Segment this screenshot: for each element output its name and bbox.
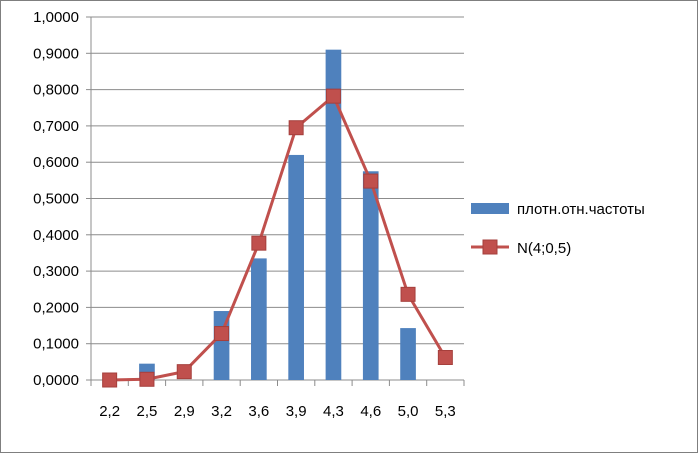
x-tick-label: 3,2 [211, 403, 232, 420]
grid-lines [91, 16, 464, 345]
line-point [400, 286, 416, 302]
x-tick-label: 5,3 [435, 403, 456, 420]
legend-swatch-marker [482, 239, 498, 255]
y-tick-label: 0,7000 [33, 118, 79, 135]
bar-series [139, 49, 416, 381]
x-tick-label: 2,5 [137, 403, 158, 420]
y-tick-label: 0,4000 [33, 227, 79, 244]
x-tick-label: 3,6 [248, 403, 269, 420]
line-point [102, 372, 118, 388]
x-tick-labels: 2,2 2,5 2,9 3,2 3,6 3,9 4,3 4,6 5,0 5,3 [99, 403, 456, 420]
y-tick-label: 0,3000 [33, 263, 79, 280]
legend-swatch-bar [471, 203, 509, 214]
line-point [363, 173, 379, 189]
line-point [139, 371, 155, 387]
x-tick-label: 4,3 [323, 403, 344, 420]
x-tick-label: 3,9 [286, 403, 307, 420]
bar [325, 49, 342, 381]
y-tick-labels: 0,0000 0,1000 0,2000 0,3000 0,4000 0,5000 0,60… [33, 9, 79, 389]
bar [400, 328, 416, 380]
bar [251, 258, 267, 380]
x-tick-label: 2,2 [99, 403, 120, 420]
x-tick-label: 5,0 [398, 403, 419, 420]
line-point [325, 88, 341, 104]
y-tick-label: 0,5000 [33, 191, 79, 208]
legend-label-line: N(4;0,5) [517, 240, 571, 257]
legend: плотн.отн.частоты N(4;0,5) [471, 201, 645, 257]
y-tick-label: 0,8000 [33, 82, 79, 99]
legend-label-bar: плотн.отн.частоты [517, 201, 645, 218]
y-tick-label: 0,0000 [33, 372, 79, 389]
y-tick-label: 0,1000 [33, 336, 79, 353]
line-point [176, 364, 192, 380]
line-series [102, 88, 453, 388]
line-point [437, 349, 453, 365]
x-tick-label: 4,6 [360, 403, 381, 420]
line-point [288, 120, 304, 136]
line-point [214, 326, 230, 342]
series-line [109, 94, 447, 382]
y-tick-label: 1,0000 [33, 9, 79, 26]
y-tick-label: 0,2000 [33, 299, 79, 316]
y-tick-label: 0,6000 [33, 154, 79, 171]
line-point [251, 235, 267, 251]
bar [288, 154, 304, 380]
bar [362, 171, 379, 380]
x-tick-label: 2,9 [174, 403, 195, 420]
y-tick-label: 0,9000 [33, 45, 79, 62]
